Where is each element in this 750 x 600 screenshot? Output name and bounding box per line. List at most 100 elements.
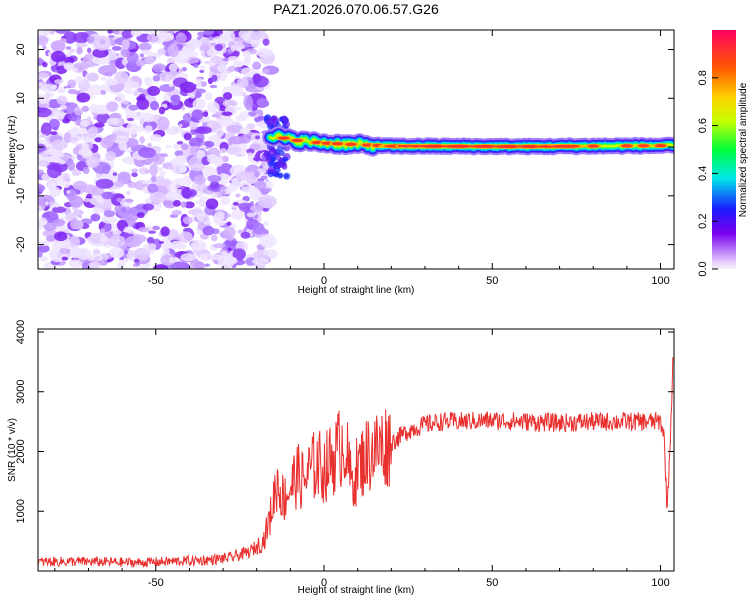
- spectrogram-noise-cell: [225, 124, 244, 134]
- spectrogram-noise-cell: [222, 99, 238, 108]
- spectrogram-noise-cell: [238, 30, 253, 40]
- spectrogram-noise-cell: [211, 74, 218, 82]
- spectrogram-noise-cell: [90, 213, 101, 222]
- spectrogram-noise-cell: [193, 63, 199, 68]
- spectrogram-noise-cell: [38, 250, 43, 258]
- spectrogram-noise-cell: [172, 178, 187, 187]
- spectrogram-noise-cell: [168, 63, 178, 72]
- spectrogram-noise-cell: [75, 42, 88, 48]
- spectrogram-noise-cell: [152, 75, 161, 82]
- spectrogram-noise-cell: [85, 156, 100, 168]
- spectrogram-noise-cell: [107, 50, 117, 61]
- spectrogram-noise-cell: [55, 30, 71, 35]
- spectrogram-noise-cell: [102, 164, 111, 175]
- spectrogram-noise-cell: [136, 261, 140, 266]
- spectrogram-noise-cell: [158, 241, 164, 244]
- spectrogram-noise-cell: [58, 160, 66, 165]
- spectrogram-noise-cell: [203, 30, 215, 36]
- spectrogram-noise-cell: [207, 153, 219, 164]
- spectrogram-noise-cell: [114, 205, 122, 213]
- spectrogram-noise-cell: [246, 123, 256, 130]
- spectrogram-noise-cell: [105, 151, 117, 161]
- spectrogram-noise-cell: [38, 143, 47, 154]
- spectrogram-noise-cell: [38, 184, 46, 192]
- spectrogram-noise-cell: [81, 105, 90, 112]
- spectrogram-noise-cell: [196, 88, 207, 94]
- spectrogram-noise-cell: [219, 147, 227, 154]
- spectrogram-noise-cell: [38, 244, 50, 253]
- spectrogram-noise-cell: [93, 35, 112, 51]
- spectrogram-noise-cell: [180, 143, 189, 151]
- spectrogram-noise-cell: [88, 126, 99, 135]
- spectrogram-noise-cell: [187, 189, 197, 197]
- spectrogram-noise-cell: [220, 195, 231, 206]
- spectrogram-noise-cell: [86, 35, 96, 44]
- snr-series-line: [38, 356, 674, 568]
- spectrogram-noise-cell: [240, 127, 251, 135]
- spectrogram-noise-cell: [38, 107, 52, 118]
- spectrogram-noise-cell: [68, 259, 83, 268]
- spectrogram-onset-cell: [277, 168, 281, 173]
- snr-ytick-label: 3000: [15, 379, 27, 403]
- spectrogram-noise-cell: [109, 133, 117, 142]
- spectrogram-noise-cell: [259, 233, 277, 248]
- spectrogram-noise-cell: [190, 260, 206, 269]
- spectrogram-noise-cell: [136, 98, 150, 110]
- spectrogram-noise-cell: [146, 236, 155, 244]
- spectrogram-noise-cell: [38, 94, 46, 101]
- spectrogram-onset-cell: [274, 149, 281, 155]
- spectrogram-noise-cell: [82, 166, 90, 175]
- spectrogram-noise-cell: [63, 85, 68, 89]
- spectrogram-noise-cell: [184, 201, 195, 209]
- spectrogram-noise-cell: [62, 175, 69, 181]
- spectrogram-noise-cell: [256, 47, 273, 58]
- spectrogram-noise-cell: [247, 152, 253, 156]
- spectrogram-noise-cell: [132, 90, 140, 96]
- spectrogram-noise-cell: [255, 135, 260, 140]
- spectrogram-noise-cell: [79, 127, 87, 134]
- spectrogram-noise-cell: [112, 172, 118, 176]
- spectrogram-noise-cell: [93, 236, 102, 244]
- spectrogram-noise-cell: [133, 247, 150, 262]
- spectrogram-noise-cell: [52, 126, 59, 131]
- spectrogram-noise-cell: [40, 133, 47, 138]
- spectrogram-noise-cell: [152, 225, 160, 231]
- spectrogram-noise-cell: [256, 97, 269, 107]
- spectrogram-noise-cell: [38, 57, 44, 67]
- spectrogram-noise-cell: [122, 100, 129, 105]
- spectrogram-noise-cell: [46, 179, 52, 182]
- snr-ticks: -50 0 50 100 1000 2000 3000 4000: [15, 320, 674, 589]
- spectrogram-ytick-label: 10: [15, 92, 27, 104]
- spectrogram-noise-cell: [221, 111, 233, 116]
- spectrogram-noise-cell: [125, 235, 142, 248]
- spectrogram-noise-cell: [221, 173, 230, 180]
- spectrogram-noise-cell: [101, 215, 118, 224]
- spectrogram-noise-cell: [263, 221, 270, 227]
- spectrogram-noise-cell: [183, 132, 192, 141]
- spectrogram-noise-cell: [70, 126, 80, 138]
- spectrogram-noise-cell: [84, 232, 91, 238]
- spectrogram-noise-cell: [147, 142, 152, 148]
- spectrogram-noise-cell: [45, 201, 49, 206]
- spectrogram-noise-cell: [98, 65, 117, 76]
- spectrogram-noise-cell: [249, 31, 263, 41]
- spectrogram-noise-cell: [91, 253, 103, 262]
- spectrogram-noise-cell: [215, 127, 224, 138]
- spectrogram-noise-cell: [96, 112, 110, 124]
- spectrogram-noise-cell: [167, 43, 180, 58]
- spectrogram-noise-cell: [144, 198, 151, 204]
- snr-ytick-label: 2000: [15, 439, 27, 463]
- spectrogram-noise-cell: [100, 137, 114, 149]
- spectrogram-ytick-label: 0: [15, 144, 27, 150]
- spectrogram-noise-cell: [159, 153, 169, 158]
- spectrogram-noise-cell: [252, 61, 262, 70]
- spectrogram-hotspot-inner: [291, 138, 303, 143]
- spectrogram-noise-cell: [93, 115, 98, 120]
- spectrogram-noise-cell: [235, 193, 241, 198]
- spectrogram-noise-cell: [50, 40, 66, 53]
- spectrogram-noise-cell: [248, 111, 257, 117]
- spectrogram-noise-cell: [227, 247, 232, 251]
- spectrogram-noise-cell: [260, 175, 268, 180]
- spectrogram-noise-cell: [66, 190, 71, 194]
- spectrogram-noise-cell: [74, 109, 84, 116]
